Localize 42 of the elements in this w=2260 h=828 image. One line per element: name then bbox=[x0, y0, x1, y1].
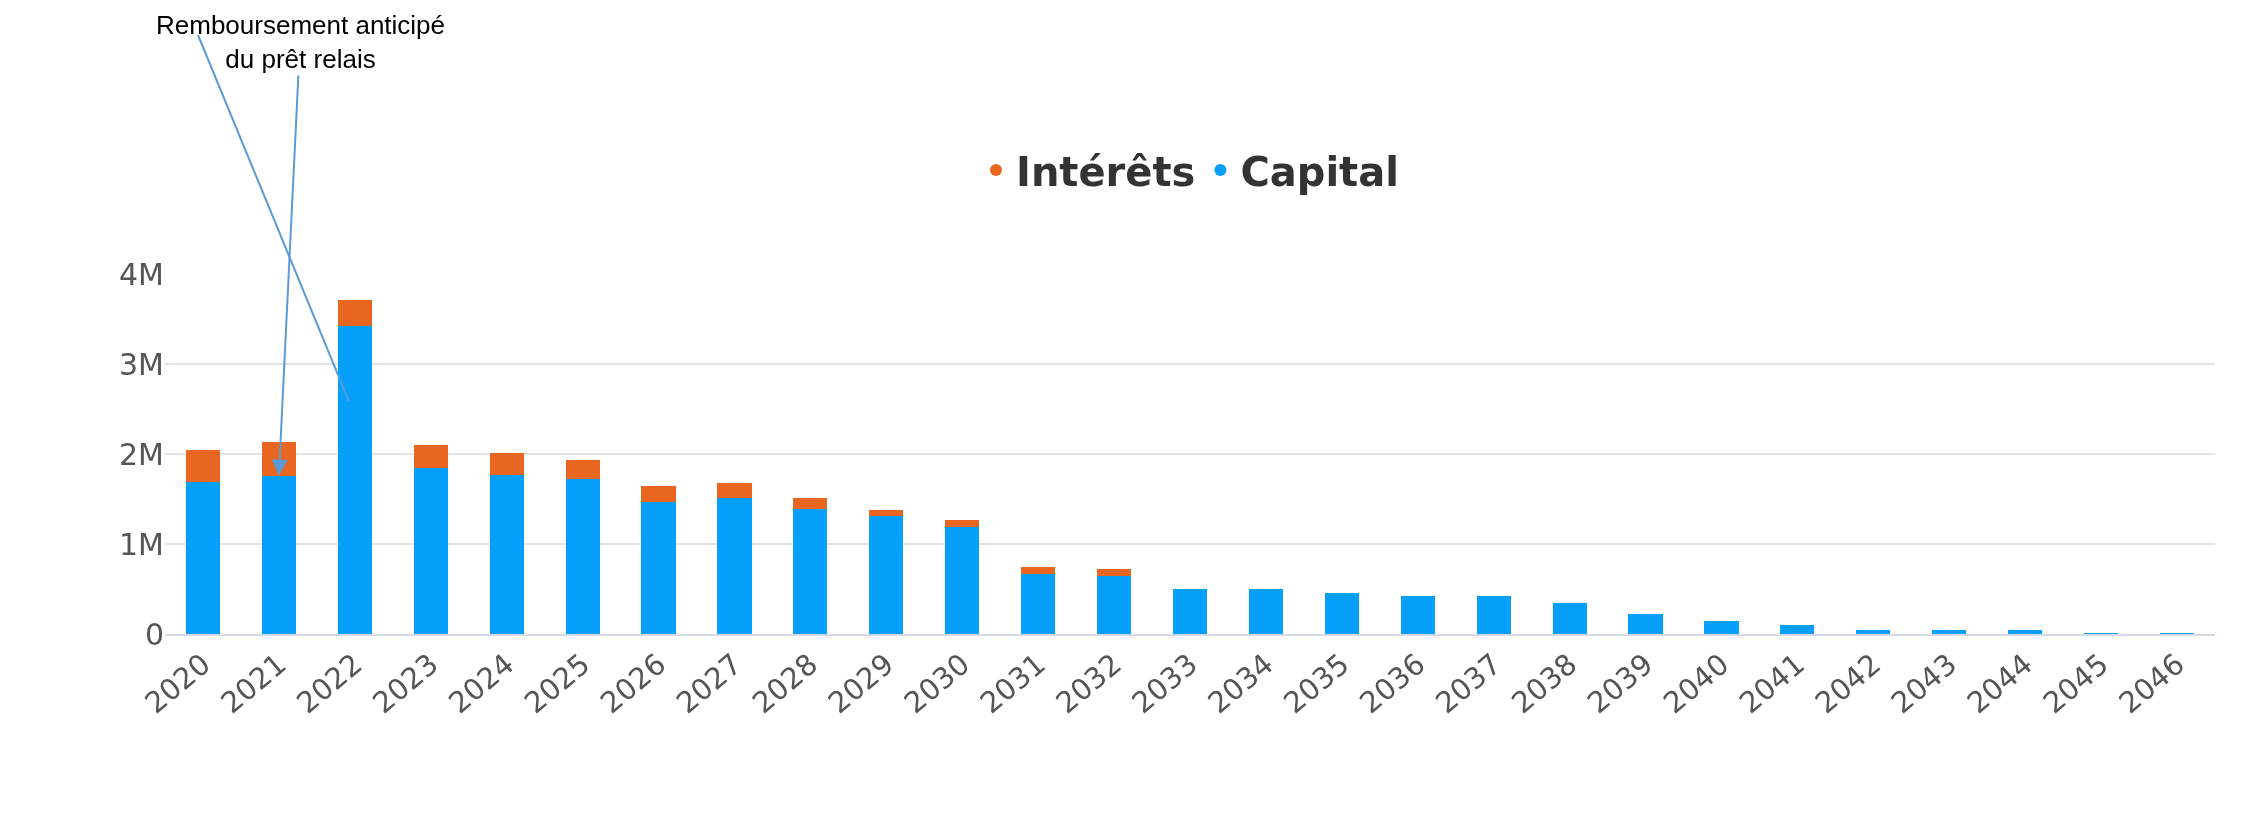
bar bbox=[1021, 566, 1056, 574]
bar bbox=[565, 460, 600, 480]
y-tick-label: 2M bbox=[119, 436, 164, 472]
bar bbox=[945, 519, 980, 527]
annotation: Remboursement anticipé du prêt relais bbox=[156, 10, 446, 74]
y-tick-label: 0 bbox=[144, 616, 164, 652]
y-tick-label: 1M bbox=[119, 526, 164, 562]
bar bbox=[185, 481, 221, 634]
bar bbox=[1172, 589, 1208, 634]
bar bbox=[641, 486, 676, 502]
y-tick-label: 4M bbox=[119, 256, 164, 292]
bar bbox=[1552, 603, 1587, 634]
bar bbox=[717, 482, 752, 499]
y-tick-label: 3M bbox=[119, 346, 164, 382]
bar bbox=[1628, 614, 1663, 634]
bar bbox=[1021, 573, 1056, 634]
bar bbox=[489, 474, 524, 634]
bar bbox=[1324, 592, 1359, 634]
legend-label: Capital bbox=[1240, 148, 1399, 195]
bar bbox=[1704, 621, 1739, 634]
bar bbox=[489, 453, 524, 475]
bar bbox=[869, 516, 904, 634]
bar bbox=[793, 508, 828, 634]
bar bbox=[1476, 596, 1511, 634]
bar bbox=[793, 498, 828, 509]
bar bbox=[869, 509, 904, 517]
bar bbox=[337, 326, 372, 634]
bar bbox=[413, 445, 448, 469]
bar bbox=[261, 475, 296, 634]
bar bbox=[641, 501, 676, 634]
bar bbox=[1248, 589, 1284, 634]
bar bbox=[1096, 569, 1132, 577]
bar bbox=[565, 479, 600, 634]
bar bbox=[1780, 625, 1815, 634]
bar bbox=[413, 468, 448, 634]
bar bbox=[185, 449, 221, 482]
bar bbox=[1400, 596, 1435, 634]
bar bbox=[717, 498, 752, 634]
bar bbox=[1096, 576, 1132, 634]
bar bbox=[337, 300, 372, 327]
legend-label: Intérêts bbox=[1016, 148, 1196, 195]
bar bbox=[945, 526, 980, 634]
